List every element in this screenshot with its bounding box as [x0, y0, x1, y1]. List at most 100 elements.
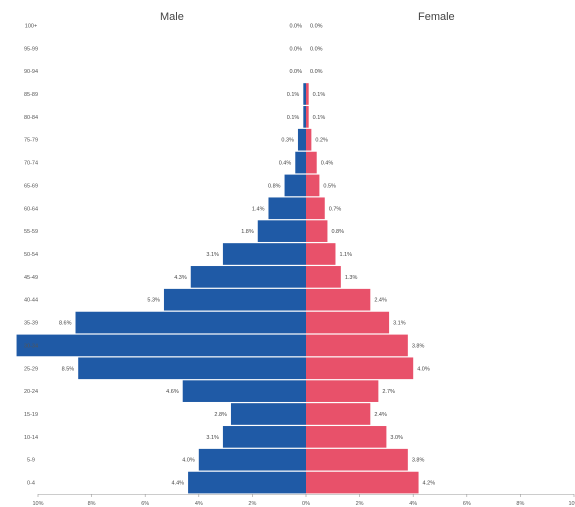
- female-value-label: 0.1%: [313, 115, 326, 121]
- female-value-label: 0.2%: [315, 138, 328, 144]
- x-tick-label: 2%: [248, 501, 256, 507]
- age-group-label: 30-34: [24, 343, 38, 349]
- female-bar: [306, 426, 387, 448]
- male-value-label: 0.1%: [287, 115, 300, 121]
- female-value-label: 0.0%: [310, 69, 323, 75]
- age-group-label: 50-54: [24, 252, 38, 258]
- female-bar: [306, 151, 317, 174]
- male-bar: [190, 266, 306, 288]
- male-value-label: 3.1%: [206, 252, 219, 258]
- male-bar: [303, 106, 306, 128]
- male-value-label: 4.6%: [166, 389, 179, 395]
- x-tick-label: 4%: [195, 501, 203, 507]
- male-bar: [230, 403, 306, 425]
- x-tick-label: 6%: [463, 501, 471, 507]
- x-tick-label: 6%: [141, 501, 149, 507]
- age-group-label: 90-94: [24, 69, 38, 75]
- age-group-label: 100+: [25, 23, 37, 29]
- x-tick-label: 10%: [568, 501, 575, 507]
- female-value-label: 0.0%: [310, 23, 323, 29]
- female-value-label: 1.3%: [345, 275, 358, 281]
- male-bar: [182, 380, 306, 402]
- x-tick-label: 2%: [356, 501, 364, 507]
- male-value-label: 0.1%: [287, 92, 300, 98]
- age-group-label: 40-44: [24, 298, 38, 304]
- age-group-label: 25-29: [24, 366, 38, 372]
- age-group-label: 75-79: [24, 138, 38, 144]
- female-bar: [306, 311, 390, 334]
- female-bar: [306, 471, 419, 494]
- female-value-label: 3.8%: [412, 343, 425, 349]
- female-header: Female: [418, 11, 455, 23]
- female-value-label: 0.4%: [321, 161, 334, 167]
- male-value-label: 0.3%: [281, 138, 294, 144]
- female-bar: [306, 403, 371, 425]
- x-tick-label: 8%: [88, 501, 96, 507]
- x-tick-label: 10%: [32, 501, 43, 507]
- male-bar: [222, 426, 306, 448]
- male-value-label: 3.1%: [206, 435, 219, 441]
- age-group-label: 80-84: [24, 115, 38, 121]
- age-group-label: 55-59: [24, 229, 38, 235]
- female-value-label: 4.0%: [417, 366, 430, 372]
- female-value-label: 2.4%: [374, 298, 387, 304]
- female-bar: [306, 128, 312, 151]
- female-bar: [306, 288, 371, 311]
- male-bar: [222, 243, 306, 265]
- male-bar: [257, 220, 306, 242]
- age-group-label: 10-14: [24, 435, 38, 441]
- female-value-label: 3.8%: [412, 458, 425, 464]
- male-value-label: 0.0%: [289, 46, 302, 52]
- female-value-label: 0.8%: [331, 229, 344, 235]
- female-value-label: 2.7%: [382, 389, 395, 395]
- female-bar: [306, 334, 408, 357]
- female-value-label: 0.5%: [323, 183, 336, 189]
- male-value-label: 0.4%: [279, 161, 292, 167]
- female-bar: [306, 174, 320, 197]
- age-group-label: 35-39: [24, 321, 38, 327]
- female-bar: [306, 243, 336, 265]
- female-bar: [306, 83, 309, 105]
- male-bar: [198, 448, 306, 471]
- male-value-label: 4.0%: [182, 458, 195, 464]
- age-group-label: 95-99: [24, 46, 38, 52]
- male-value-label: 4.4%: [172, 481, 185, 487]
- female-value-label: 4.2%: [423, 481, 436, 487]
- x-tick-label: 0%: [302, 501, 310, 507]
- male-bar: [188, 471, 306, 494]
- male-value-label: 2.8%: [214, 412, 227, 418]
- female-value-label: 3.0%: [390, 435, 403, 441]
- male-value-label: 5.3%: [147, 298, 160, 304]
- age-group-label: 85-89: [24, 92, 38, 98]
- age-group-label: 45-49: [24, 275, 38, 281]
- female-value-label: 3.1%: [393, 321, 406, 327]
- female-bar: [306, 106, 309, 128]
- female-value-label: 0.1%: [313, 92, 326, 98]
- male-bar: [284, 174, 306, 197]
- age-group-label: 65-69: [24, 183, 38, 189]
- female-value-label: 0.0%: [310, 46, 323, 52]
- male-bar: [268, 197, 306, 220]
- female-bar: [306, 197, 325, 220]
- male-bar: [16, 334, 307, 357]
- male-value-label: 1.4%: [252, 206, 265, 212]
- female-value-label: 0.7%: [329, 206, 342, 212]
- female-value-label: 1.1%: [339, 252, 352, 258]
- age-group-label: 70-74: [24, 161, 38, 167]
- male-bar: [75, 311, 307, 334]
- male-bar: [303, 83, 306, 105]
- age-group-label: 20-24: [24, 389, 38, 395]
- x-tick-label: 8%: [516, 501, 524, 507]
- female-bar: [306, 220, 328, 242]
- male-value-label: 0.0%: [289, 23, 302, 29]
- male-bar: [297, 128, 306, 151]
- female-bar: [306, 357, 414, 380]
- male-bar: [295, 151, 306, 174]
- male-value-label: 8.5%: [62, 366, 75, 372]
- male-value-label: 0.0%: [289, 69, 302, 75]
- female-bar: [306, 380, 379, 402]
- female-bar: [306, 448, 408, 471]
- male-value-label: 0.8%: [268, 183, 281, 189]
- male-value-label: 4.3%: [174, 275, 187, 281]
